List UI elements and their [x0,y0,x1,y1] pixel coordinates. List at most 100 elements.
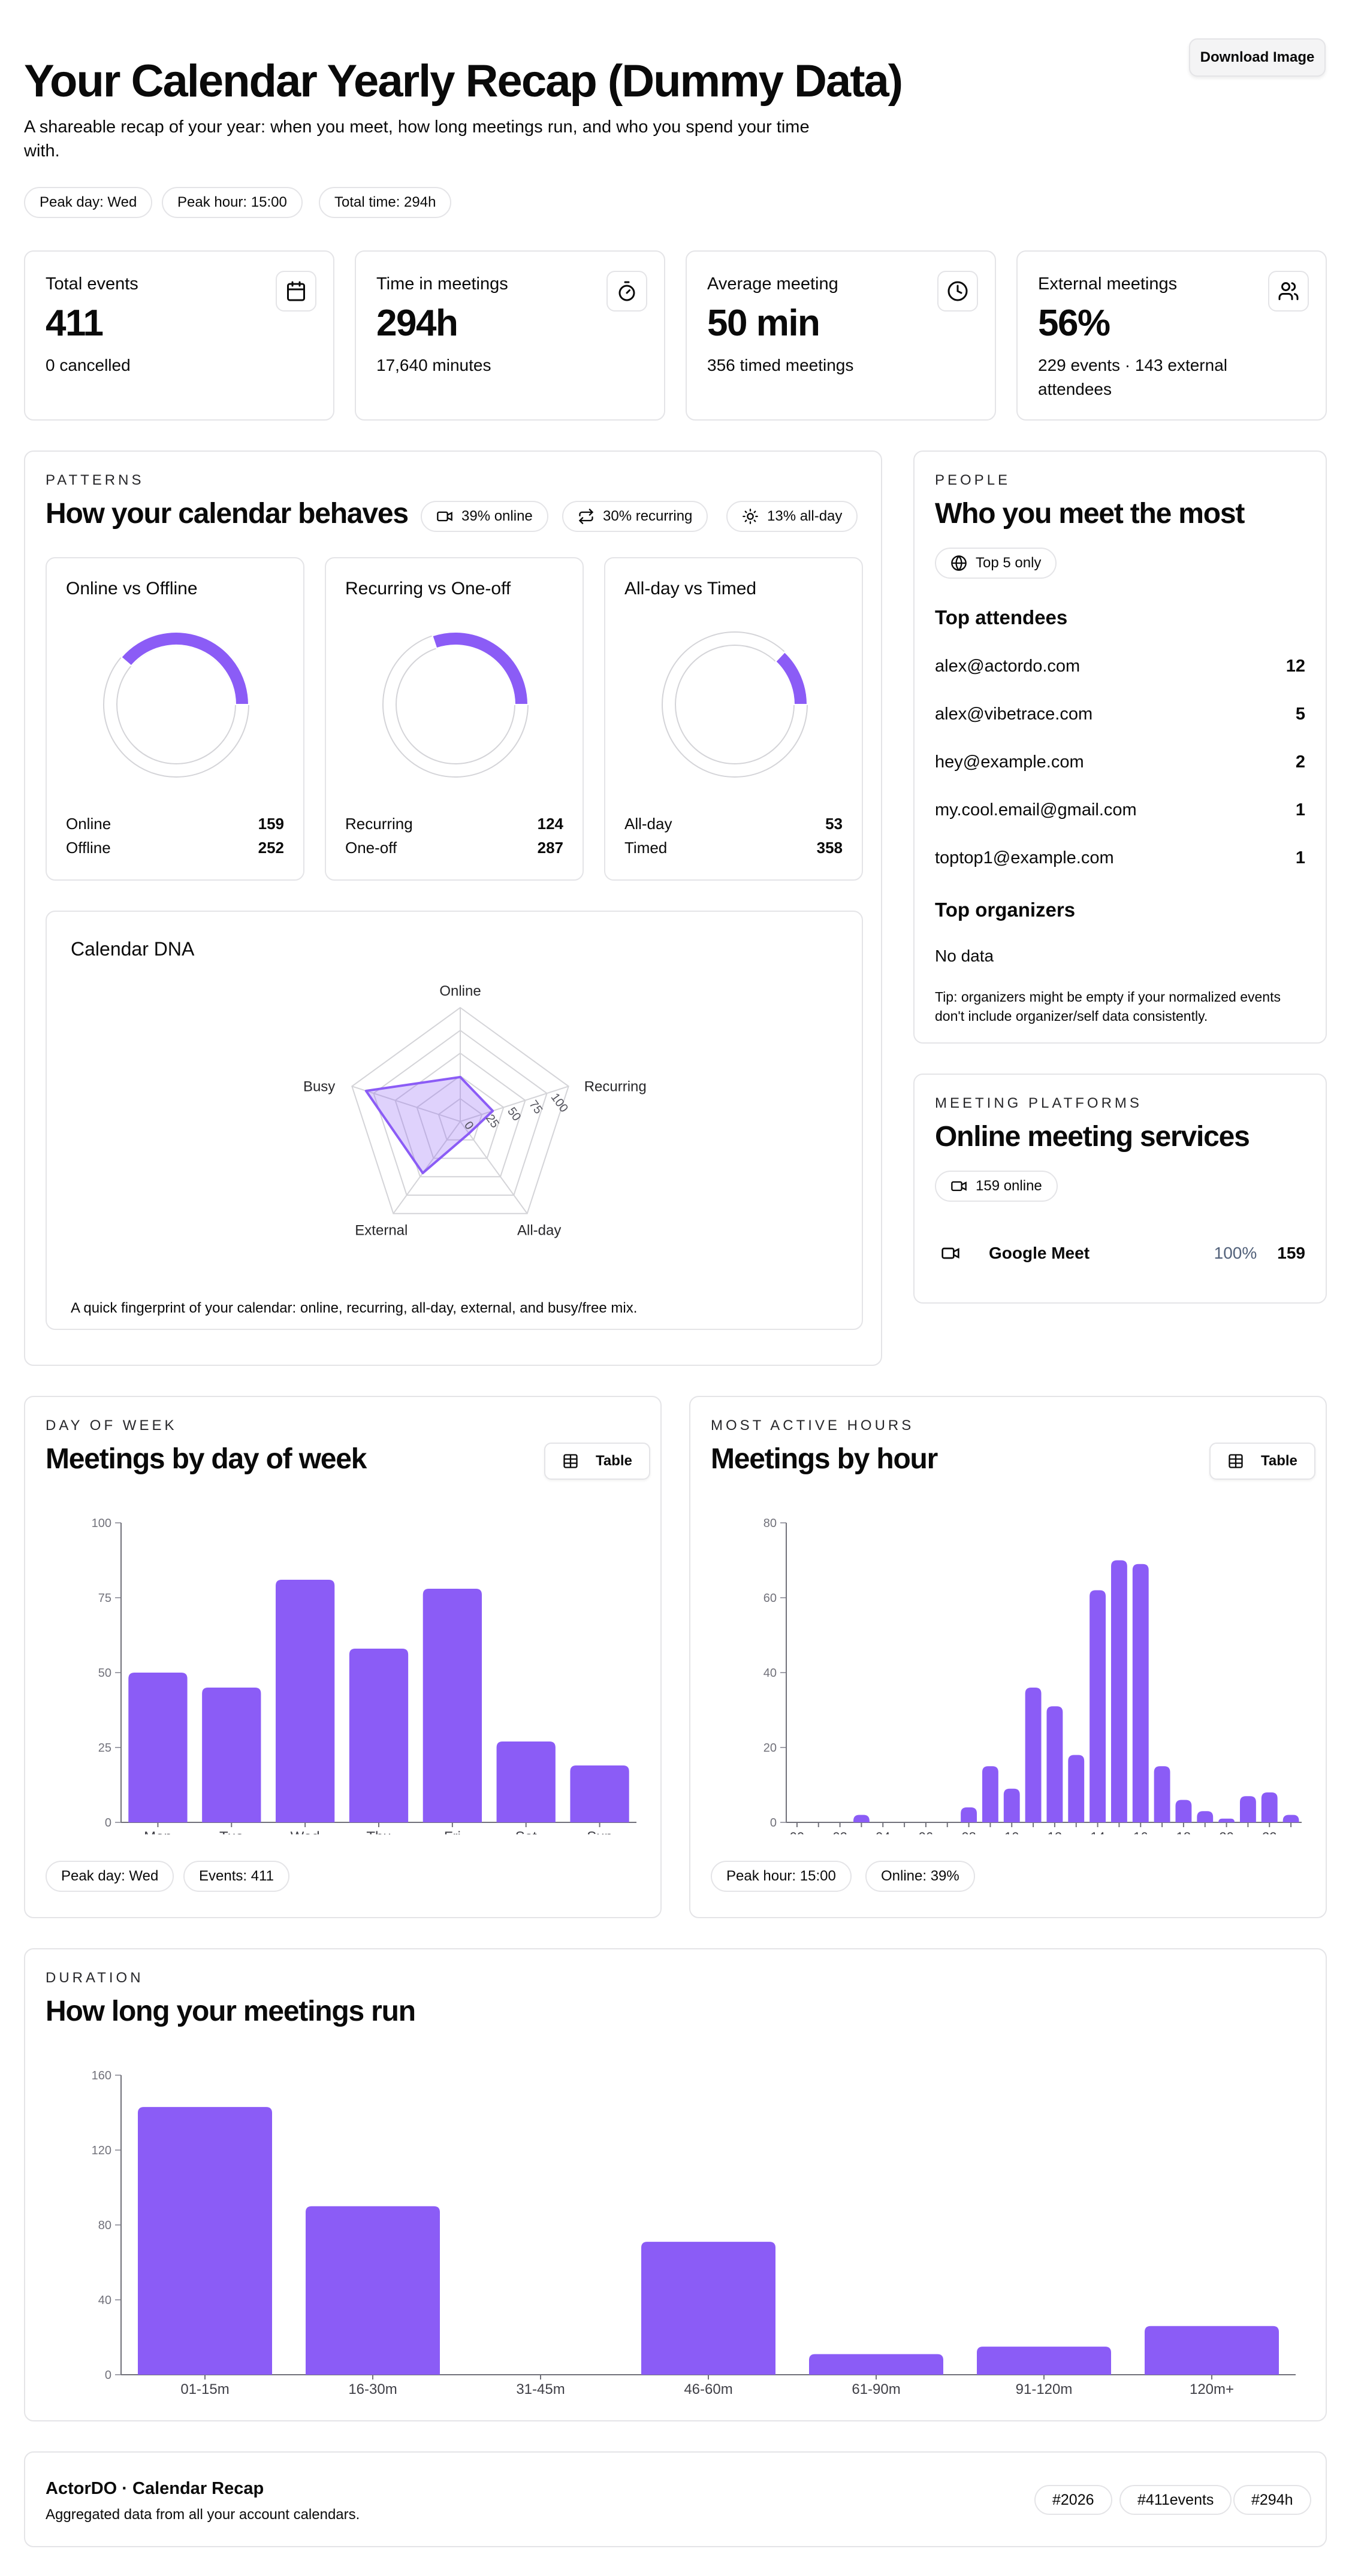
chip-label: Total time: 294h [334,194,436,210]
recurring-oneoff-donut [382,631,529,778]
hours-table-button[interactable]: Table [1209,1443,1315,1480]
legend-offline: Offline 252 [66,839,284,857]
section-eyebrow: MOST ACTIVE HOURS [711,1417,915,1434]
stat-value: 294h [376,303,458,344]
section-eyebrow: PEOPLE [935,472,1011,488]
donut-card-recurring: Recurring vs One-off Recurring 124 One-of… [325,557,584,881]
x-tick-label: 46-60m [684,2381,732,2397]
attendee-email: toptop1@example.com [935,848,1114,867]
section-eyebrow: MEETING PLATFORMS [935,1095,1142,1111]
radar-grid-ring [373,1029,548,1196]
x-tick-label: Sun [587,1829,612,1834]
day-table-button[interactable]: Table [544,1443,650,1480]
page-subtitle: A shareable recap of your year: when you… [24,117,810,161]
peak-day-chip: Peak day: Wed [46,1861,174,1892]
dna-title: Calendar DNA [71,938,195,960]
attendee-email: my.cool.email@gmail.com [935,800,1137,820]
x-tick-label: Wed [291,1829,320,1834]
x-tick-label: Fri [444,1829,461,1834]
bar [977,2347,1111,2375]
calendar-dna-radar: 0 25 50 75 100OnlineRecurringAll-dayExternal… [303,984,647,1239]
legend-label: Timed [624,839,668,857]
donut-inner-ring [116,645,236,764]
stat-value: 411 [46,303,104,344]
y-tick-label: 20 [763,1741,777,1755]
y-tick-label: 100 [92,1517,111,1530]
radar-grid-ring [394,1052,526,1178]
x-tick-label: Tue [219,1829,243,1834]
sun-icon [743,509,758,524]
chip-label: 39% online [461,508,533,524]
video-icon [951,1181,967,1192]
bar [1175,1800,1192,1822]
y-tick-label: 50 [98,1667,111,1680]
x-tick-label: 18 [1176,1830,1191,1834]
x-tick-label: Thu [366,1829,391,1834]
attendee-row: my.cool.email@gmail.com 1 [935,800,1305,820]
chip-label: Peak day: Wed [40,194,137,210]
clock-icon [937,271,978,312]
x-tick-label: 16-30m [348,2381,397,2397]
section-title: Meetings by hour [711,1443,938,1475]
legend-value: 159 [258,815,284,833]
radar-tick-label: 75 [526,1098,545,1117]
y-tick-label: 40 [98,2294,111,2307]
online-percent-chip: Online: 39% [865,1861,975,1892]
x-tick-label: 00 [790,1830,804,1834]
duration-chart: 0 40 80 120 160 01-15m 16-30m 31-45m 46-60m 61-90… [92,2069,1296,2397]
chip-label: Peak hour: 15:00 [177,194,287,210]
bar [306,2206,440,2375]
dna-caption: A quick fingerprint of your calendar: on… [71,1300,638,1316]
y-tick-label: 120 [92,2144,111,2157]
attendee-count: 1 [1295,800,1305,820]
y-tick-label: 80 [98,2219,111,2232]
calendar-dna-card: Calendar DNA 0 25 50 75 100 Online Recurring Al… [46,911,863,1330]
chip-label: 30% recurring [603,508,693,524]
y-tick-label: 0 [105,2369,111,2382]
bar [1003,1788,1020,1822]
y-tick-label: 40 [763,1667,777,1680]
bar [570,1765,629,1822]
stat-label: Average meeting [707,274,838,294]
bar [1282,1815,1299,1822]
video-icon [941,1247,959,1259]
stat-sub: 356 timed meetings [707,356,854,374]
x-tick-label: 22 [1262,1830,1276,1834]
bar [422,1589,482,1822]
stat-card-total-events: Total events 411 0 cancelled [24,250,334,421]
legend-value: 53 [825,815,843,833]
attendee-row: toptop1@example.com 1 [935,848,1305,868]
hours-chart: 0 20 40 60 80 00 02 04 06 08 10 12 14 16 18 20 22 [763,1517,1302,1834]
footer-sub: Aggregated data from all your account ca… [46,2507,360,2523]
stat-label: Time in meetings [376,274,508,294]
bar [138,2107,272,2375]
radar-spoke [460,1086,569,1122]
stat-sub: 17,640 minutes [376,356,491,374]
repeat-icon [578,509,594,524]
recurring-chip: 30% recurring [562,501,708,532]
users-icon [1268,271,1309,312]
page-title: Your Calendar Yearly Recap (Dummy Data) [24,56,903,107]
radar-axis-label: All-day [517,1223,561,1239]
top-attendees-title: Top attendees [935,606,1068,628]
legend-label: Recurring [345,815,413,833]
people-card: PEOPLE Who you meet the most Top 5 only … [913,451,1327,1044]
stat-sub: 0 cancelled [46,356,131,374]
table-icon [1229,1454,1243,1468]
legend-timed: Timed 358 [624,839,843,857]
bar [128,1673,188,1822]
legend-online: Online 159 [66,815,284,833]
radar-tick-label: 50 [505,1105,523,1124]
calendar-icon [276,271,316,312]
tag-label: #411events [1137,2491,1214,2508]
legend-value: 124 [537,815,563,833]
legend-one-off: One-off 287 [345,839,563,857]
donut-title: Recurring vs One-off [345,579,511,598]
section-title: Online meeting services [935,1121,1250,1153]
online-chip: 39% online [421,501,548,532]
organizers-empty: No data [935,947,994,965]
organizers-tip: Tip: organizers might be empty if your n… [935,989,1281,1024]
download-image-button[interactable]: Download Image [1189,38,1326,77]
bar [1110,1560,1127,1822]
y-tick-label: 0 [770,1816,777,1830]
